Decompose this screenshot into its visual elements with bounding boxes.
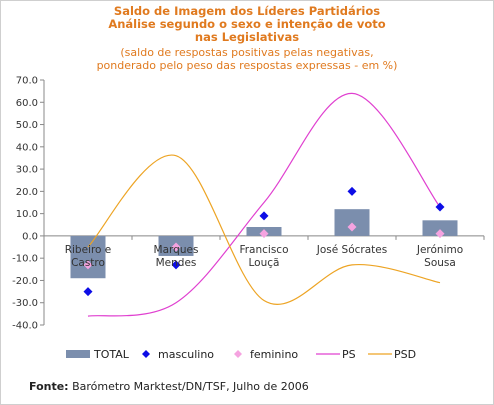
category-label: Francisco (239, 244, 288, 256)
chart-title-line-1: Saldo de Imagem dos Líderes Partidários (113, 4, 381, 18)
legend-label: masculino (158, 348, 214, 361)
line-psd (87, 154, 441, 305)
y-tick-label: -10.0 (12, 254, 38, 265)
bar-total (422, 220, 458, 236)
source-label: Fonte: (29, 380, 69, 393)
marker-feminino (347, 222, 357, 232)
category-label: Sousa (424, 257, 456, 269)
marker-feminino (171, 242, 181, 252)
y-tick-label: 60.0 (16, 98, 38, 109)
marker-masculino (83, 287, 93, 297)
y-tick-label: 70.0 (16, 76, 38, 87)
y-tick-label: 20.0 (16, 187, 38, 198)
axes: 70.0 60.0 50.0 40.0 30.0 20.0 10.0 0.0 -10.0 -20.… (12, 76, 485, 332)
legend-swatch-feminino (234, 350, 242, 358)
marker-feminino (83, 260, 93, 270)
y-tick-label: 10.0 (16, 209, 38, 220)
legend-label: feminino (250, 348, 298, 361)
markers (83, 186, 445, 297)
y-tick-label: 30.0 (16, 165, 38, 176)
legend-label: TOTAL (93, 348, 130, 361)
y-tick-label: 40.0 (16, 142, 38, 153)
lines (87, 92, 441, 317)
y-tick-label: 0.0 (22, 231, 38, 242)
legend-label: PSD (394, 348, 416, 361)
category-label: Marques (154, 244, 199, 256)
category-label: Louçã (249, 257, 280, 269)
legend: TOTAL masculino feminino PS PSD (66, 348, 416, 361)
category-label: Jerónimo (416, 244, 463, 256)
chart-title-line-3: nas Legislativas (194, 30, 300, 44)
category-label: José Sócrates (316, 244, 387, 256)
marker-feminino (435, 229, 445, 239)
source-text: Barómetro Marktest/DN/TSF, Julho de 2006 (72, 380, 309, 393)
category-label: Castro (71, 257, 105, 269)
y-tick-label: -20.0 (12, 276, 38, 287)
bar-total (70, 235, 106, 279)
y-tick-label: -30.0 (12, 298, 38, 309)
marker-feminino (259, 229, 269, 239)
marker-masculino (435, 202, 445, 212)
legend-swatch-masculino (142, 350, 150, 358)
y-tick-label: 50.0 (16, 120, 38, 131)
legend-swatch-total (66, 350, 90, 358)
marker-masculino (259, 211, 269, 221)
chart-subtitle-line-2: ponderado pelo peso das respostas expres… (96, 59, 398, 72)
chart-title-line-2: Análise segundo o sexo e intenção de vot… (108, 17, 386, 31)
chart-subtitle-line-1: (saldo de respostas positivas pelas nega… (120, 46, 374, 59)
category-label: Mendes (156, 257, 197, 269)
y-tick-label: -40.0 (12, 321, 38, 332)
category-label: Ribeiro e (65, 244, 112, 256)
marker-masculino (171, 260, 181, 270)
source-note: Fonte: Barómetro Marktest/DN/TSF, Julho … (29, 380, 309, 393)
marker-masculino (347, 186, 357, 196)
line-ps (87, 92, 441, 317)
legend-label: PS (342, 348, 356, 361)
